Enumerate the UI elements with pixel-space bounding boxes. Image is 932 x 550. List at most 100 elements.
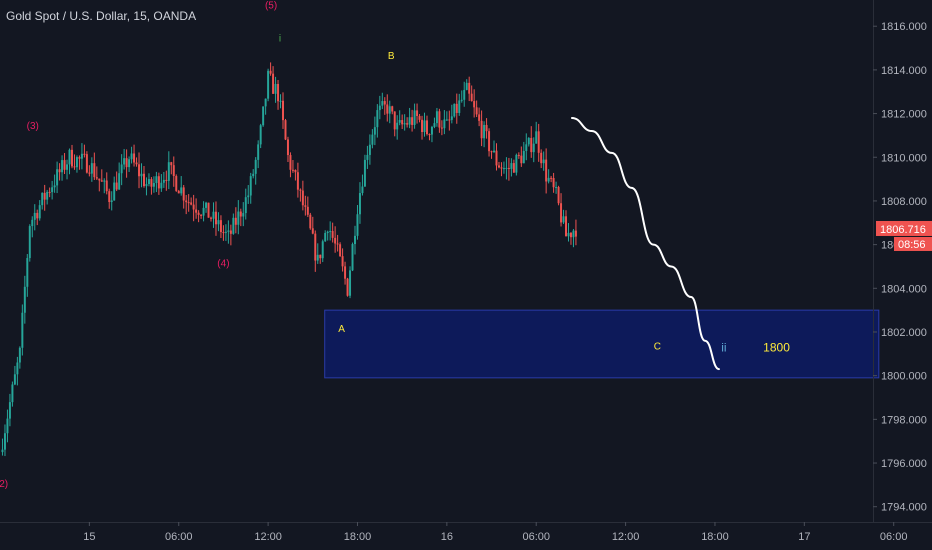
candle-body-72 xyxy=(180,187,183,194)
candle-body-91 xyxy=(227,230,230,232)
candle-body-99 xyxy=(247,195,250,198)
time-tick-label-9: 06:00 xyxy=(880,531,908,543)
candle-body-1 xyxy=(3,433,6,450)
candle-body-32 xyxy=(80,153,83,159)
candle-body-126 xyxy=(314,233,317,261)
candle-body-26 xyxy=(66,164,69,170)
candle-body-102 xyxy=(254,159,257,174)
candle-body-53 xyxy=(133,153,136,163)
candle-body-147 xyxy=(366,154,369,160)
candle-body-128 xyxy=(319,254,322,259)
price-tick-label-9: 1812.000 xyxy=(881,109,927,121)
candle-body-29 xyxy=(73,166,76,168)
time-tick-label-4: 16 xyxy=(441,531,453,543)
candle-body-9 xyxy=(23,286,26,313)
annotation-9: 1800 xyxy=(763,341,790,355)
candle-body-111 xyxy=(277,83,280,102)
candle-body-151 xyxy=(376,110,379,128)
candle-body-6 xyxy=(16,362,19,375)
price-tick-label-5: 1804.000 xyxy=(881,283,927,295)
candle-body-19 xyxy=(48,191,51,193)
time-tick-label-1: 06:00 xyxy=(165,531,193,543)
candle-body-152 xyxy=(378,105,381,111)
candle-body-163 xyxy=(406,123,409,125)
candle-body-119 xyxy=(296,172,299,190)
candle-body-101 xyxy=(252,173,255,177)
candle-body-88 xyxy=(219,220,222,233)
candle-body-134 xyxy=(334,237,337,244)
candle-body-114 xyxy=(284,120,287,140)
candle-body-73 xyxy=(182,187,185,201)
candle-body-27 xyxy=(68,149,71,165)
candle-body-20 xyxy=(51,187,54,193)
candle-body-140 xyxy=(349,270,352,296)
candle-body-185 xyxy=(460,99,463,101)
candle-body-139 xyxy=(346,278,349,296)
projection-curve xyxy=(570,116,720,371)
candle-body-87 xyxy=(217,220,220,225)
candle-body-100 xyxy=(249,176,252,196)
candle-body-76 xyxy=(190,202,193,205)
time-tick-label-8: 17 xyxy=(798,531,810,543)
candle-body-186 xyxy=(463,89,466,100)
candle-body-190 xyxy=(473,101,476,108)
chart-title: Gold Spot / U.S. Dollar, 15, OANDA xyxy=(6,9,196,23)
candle-body-33 xyxy=(83,153,86,155)
candle-body-95 xyxy=(237,211,240,225)
candle-body-66 xyxy=(165,179,168,181)
candle-body-177 xyxy=(440,127,443,129)
countdown-value: 08:56 xyxy=(898,239,926,251)
candle-body-11 xyxy=(28,226,31,259)
candle-body-79 xyxy=(197,212,200,215)
annotation-1: (3) xyxy=(27,121,39,132)
candle-body-82 xyxy=(205,202,208,208)
candle-body-35 xyxy=(88,172,91,174)
candle-body-46 xyxy=(115,182,118,190)
candle-body-17 xyxy=(43,192,46,200)
candle-body-105 xyxy=(262,106,265,126)
candle-body-164 xyxy=(408,117,411,125)
candle-body-71 xyxy=(177,190,180,194)
candle-body-45 xyxy=(113,182,116,201)
candle-body-216 xyxy=(537,131,540,153)
candle-body-170 xyxy=(423,120,426,132)
candle-body-223 xyxy=(555,187,558,189)
candle-body-224 xyxy=(557,187,560,204)
time-tick-label-7: 18:00 xyxy=(701,531,729,543)
candle-body-133 xyxy=(331,231,334,238)
candle-body-90 xyxy=(224,231,227,233)
candle-body-41 xyxy=(103,180,106,182)
candle-body-166 xyxy=(413,110,416,125)
candle-body-141 xyxy=(351,244,354,271)
candle-body-146 xyxy=(363,159,366,187)
candle-body-207 xyxy=(515,154,518,173)
candle-body-144 xyxy=(358,193,361,215)
candle-body-51 xyxy=(128,159,131,168)
candle-body-92 xyxy=(229,230,232,234)
candle-body-113 xyxy=(282,100,284,121)
candle-body-58 xyxy=(145,184,148,187)
candle-body-168 xyxy=(418,115,421,120)
candle-body-37 xyxy=(93,163,96,178)
countdown-box xyxy=(894,236,932,251)
time-axis[interactable]: 15 06:00 12:00 18:00 16 06:00 12:00 18:00 17 06:0… xyxy=(83,522,907,543)
price-tick-label-10: 1814.000 xyxy=(881,65,927,77)
candle-body-74 xyxy=(185,200,188,203)
candle-body-205 xyxy=(510,163,513,169)
candle-body-148 xyxy=(368,144,371,155)
candle-body-15 xyxy=(38,205,41,219)
price-tick-label-4: 1802.000 xyxy=(881,327,927,339)
candle-body-165 xyxy=(411,117,414,125)
candle-body-4 xyxy=(11,384,14,403)
candle-body-61 xyxy=(152,183,155,187)
candle-body-131 xyxy=(326,231,329,233)
candle-body-96 xyxy=(239,211,242,217)
candle-body-174 xyxy=(433,123,436,127)
candle-body-209 xyxy=(520,155,523,164)
candle-body-13 xyxy=(33,212,36,220)
candle-body-103 xyxy=(257,144,260,160)
candle-body-169 xyxy=(421,119,424,132)
candle-body-188 xyxy=(468,82,471,94)
candle-body-149 xyxy=(371,134,374,145)
